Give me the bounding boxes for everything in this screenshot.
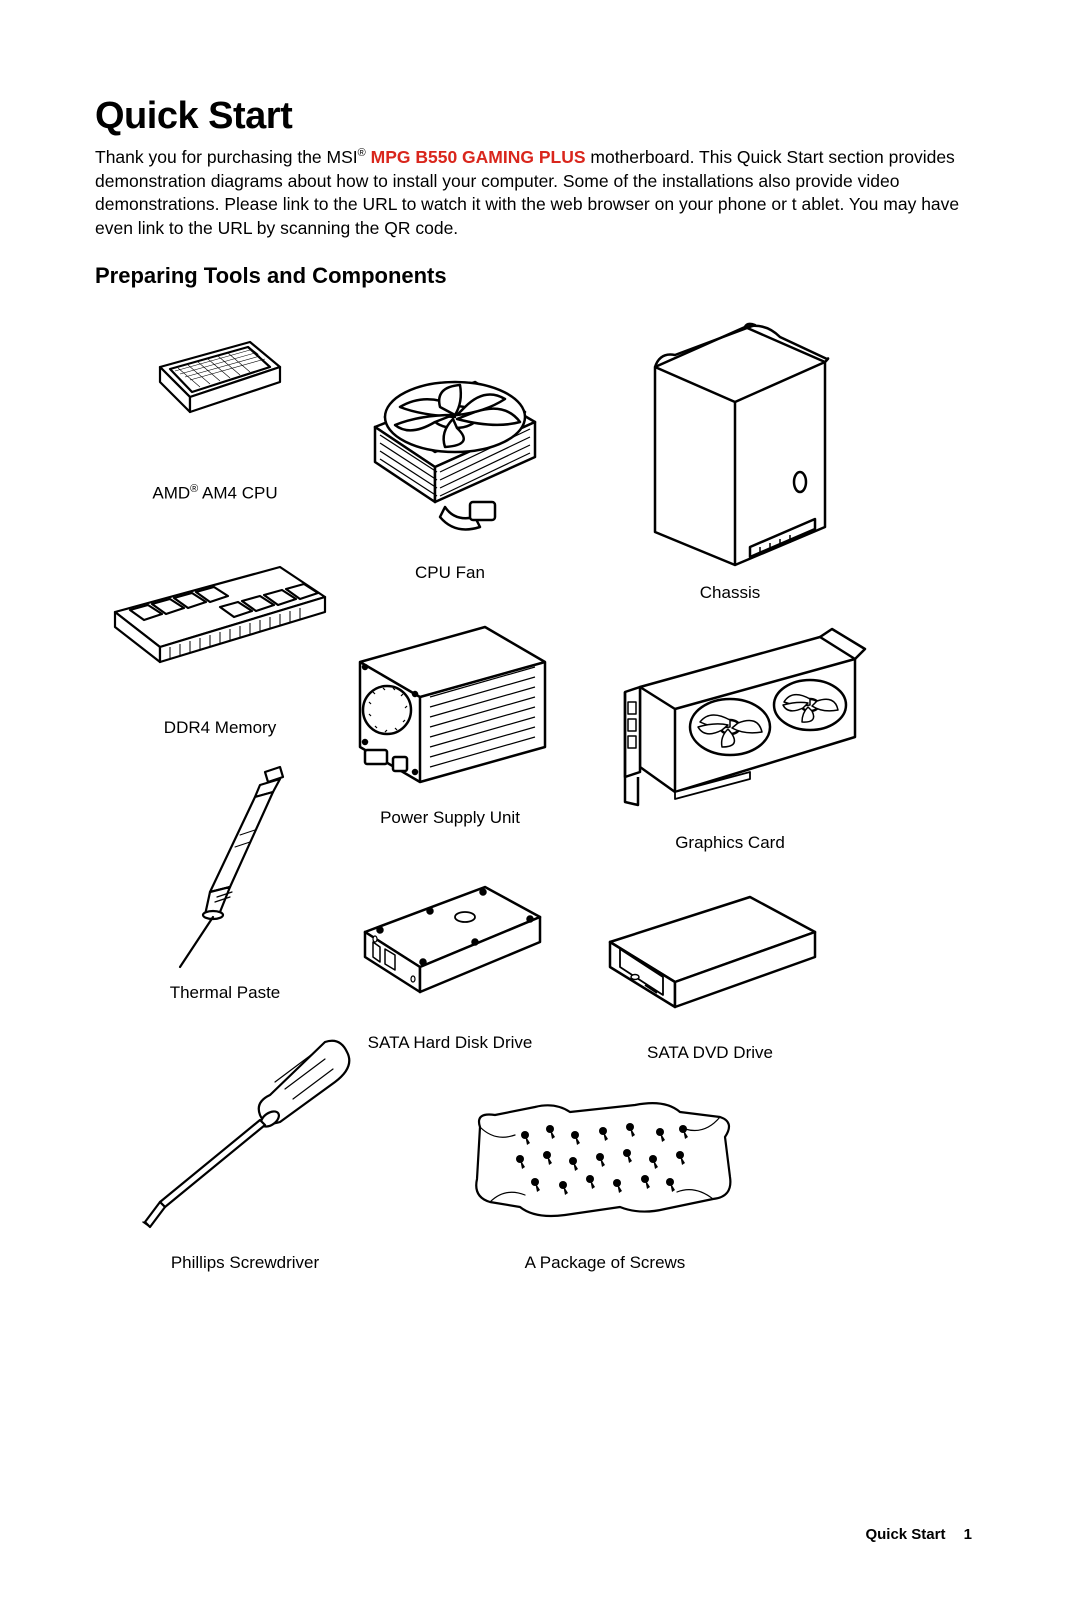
gpu-icon (590, 617, 870, 827)
intro-reg: ® (358, 147, 366, 159)
psu-icon (335, 602, 565, 802)
paste-icon (125, 757, 325, 977)
chassis-icon (605, 307, 855, 577)
component-dvd: SATA DVD Drive (585, 877, 835, 1063)
ram-label: DDR4 Memory (95, 718, 345, 738)
ram-icon (95, 552, 345, 712)
chassis-label: Chassis (605, 583, 855, 603)
page-footer: Quick Start 1 (865, 1526, 972, 1543)
cpu-icon (115, 327, 315, 477)
cpu-label: AMD® AM4 CPU (115, 483, 315, 504)
components-area: AMD® AM4 CPU (95, 307, 972, 1387)
fan-label: CPU Fan (325, 563, 575, 583)
component-screwdriver: Phillips Screwdriver (105, 1027, 385, 1273)
subtitle: Preparing Tools and Components (95, 263, 972, 289)
page-title: Quick Start (95, 95, 972, 138)
screwdriver-icon (105, 1027, 385, 1247)
component-paste: Thermal Paste (125, 757, 325, 1003)
footer-section: Quick Start (865, 1526, 945, 1543)
component-gpu: Graphics Card (590, 617, 870, 853)
dvd-icon (585, 877, 835, 1037)
screws-icon (455, 1087, 755, 1247)
cpu-label-post: AM4 CPU (198, 483, 277, 502)
gpu-label: Graphics Card (590, 833, 870, 853)
component-ram: DDR4 Memory (95, 552, 345, 738)
footer-page: 1 (964, 1526, 972, 1543)
paste-label: Thermal Paste (125, 983, 325, 1003)
dvd-label: SATA DVD Drive (585, 1043, 835, 1063)
psu-label: Power Supply Unit (335, 808, 565, 828)
fan-icon (325, 307, 575, 557)
intro-paragraph: Thank you for purchasing the MSI® MPG B5… (95, 146, 972, 241)
intro-pre: Thank you for purchasing the MSI (95, 147, 358, 167)
product-name: MPG B550 GAMING PLUS (366, 147, 586, 167)
component-chassis: Chassis (605, 307, 855, 603)
screws-label: A Package of Screws (455, 1253, 755, 1273)
cpu-label-pre: AMD (152, 483, 190, 502)
component-fan: CPU Fan (325, 307, 575, 583)
component-psu: Power Supply Unit (335, 602, 565, 828)
component-cpu: AMD® AM4 CPU (115, 327, 315, 504)
screwdriver-label: Phillips Screwdriver (105, 1253, 385, 1273)
component-hdd: SATA Hard Disk Drive (335, 867, 565, 1053)
hdd-icon (335, 867, 565, 1027)
component-screws: A Package of Screws (455, 1087, 755, 1273)
